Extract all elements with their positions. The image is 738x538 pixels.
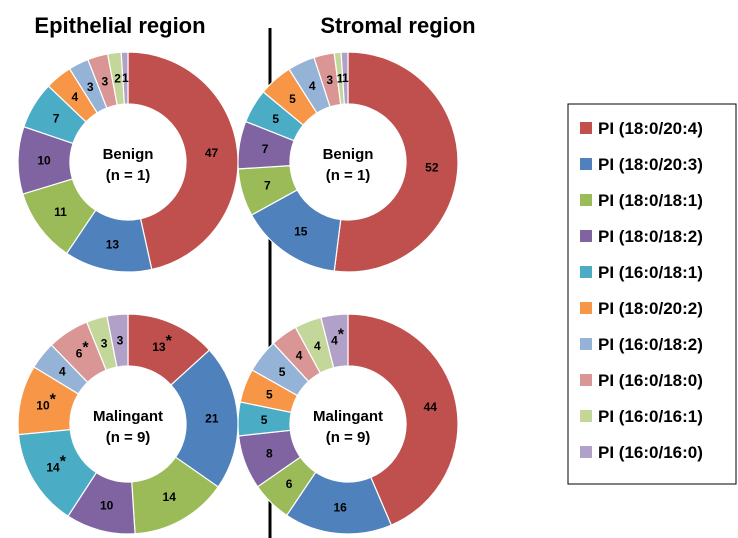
legend-label: PI (16:0/18:1) [598, 263, 703, 282]
slice-value-label: 6 [286, 477, 293, 491]
slice-pi-16-0-16-0 [106, 313, 129, 368]
donut-center-label: Benign [323, 146, 374, 163]
slice-value-label: 14 [163, 490, 177, 504]
slice-value-label: 1 [337, 71, 344, 85]
slice-value-label: 5 [261, 413, 268, 427]
donut-center-label: Malingant [313, 408, 383, 425]
legend-swatch [580, 122, 592, 134]
slice-value-label: 5 [272, 112, 279, 126]
slice-value-label: 4 [296, 349, 303, 363]
slice-pi-18-0-20-4 [347, 313, 459, 526]
slice-value-label: 16 [333, 501, 347, 515]
slice-value-label: 8 [266, 446, 273, 460]
slice-value-label: 13 [106, 238, 120, 252]
slice-value-label: 7 [53, 112, 60, 126]
slice-value-label: 3 [101, 74, 108, 88]
legend-label: PI (18:0/20:2) [598, 299, 703, 318]
slice-pi-18-0-20-4 [333, 51, 459, 273]
slice-value-label: 3 [87, 80, 94, 94]
slice-value-label: 15 [294, 224, 308, 238]
slice-value-label: 3 [326, 73, 333, 87]
slice-value-label: 11 [54, 205, 67, 219]
legend-label: PI (16:0/18:0) [598, 371, 703, 390]
slice-value-label: 3 [101, 336, 108, 350]
legend-box [567, 103, 737, 485]
slice-value-label: 10 [37, 154, 51, 168]
slice-pi-16-0-16-0 [120, 51, 129, 105]
legend-label: PI (18:0/18:1) [598, 191, 703, 210]
legend-label: PI (18:0/20:4) [598, 119, 703, 138]
slice-value-label: 44 [424, 400, 438, 414]
slice-value-label: 1 [122, 71, 129, 85]
legend-swatch [580, 410, 592, 422]
donut-sample-size: (n = 1) [326, 167, 371, 184]
slice-pi-16-0-16-0 [320, 313, 349, 369]
slice-value-label: 2 [114, 72, 121, 86]
slice-value-label: 52 [425, 160, 439, 174]
donut-sample-size: (n = 9) [326, 429, 371, 446]
slice-value-label: 21 [205, 412, 219, 426]
slice-value-label: 4 [314, 339, 321, 353]
legend-swatch [580, 230, 592, 242]
donut-center-label: Malingant [93, 408, 163, 425]
slice-value-label: 7 [264, 178, 271, 192]
legend-swatch [580, 302, 592, 314]
stromal-region-title: Stromal region [320, 13, 475, 38]
slice-value-label: 47 [205, 146, 219, 160]
slice-value-label: 4 [309, 79, 316, 93]
slice-pi-18-0-20-4 [127, 51, 239, 271]
legend-swatch [580, 374, 592, 386]
legend-swatch [580, 446, 592, 458]
slice-value-label: 3 [117, 333, 124, 347]
donut-sample-size: (n = 9) [106, 429, 151, 446]
legend-swatch [580, 338, 592, 350]
donut-sample-size: (n = 1) [106, 167, 151, 184]
legend-label: PI (16:0/18:2) [598, 335, 703, 354]
legend-label: PI (16:0/16:1) [598, 407, 703, 426]
slice-value-label: 5 [279, 365, 286, 379]
slice-value-label: 7 [262, 142, 269, 156]
slice-value-label: 10 [100, 498, 114, 512]
slice-pi-16-0-16-0 [340, 51, 349, 105]
slice-value-label: 1 [342, 71, 349, 85]
legend-swatch [580, 194, 592, 206]
legend: PI (18:0/20:4) PI (18:0/20:3) PI (18:0/18:… [567, 103, 737, 485]
legend-swatch [580, 158, 592, 170]
legend-label: PI (18:0/18:2) [598, 227, 703, 246]
legend-swatch [580, 266, 592, 278]
slice-value-label: 4 [59, 365, 66, 379]
legend-label: PI (16:0/16:0) [598, 443, 703, 462]
slice-value-label: 5 [266, 388, 273, 402]
slice-value-label: 4 [72, 90, 79, 104]
donut-center-label: Benign [103, 146, 154, 163]
legend-label: PI (18:0/20:3) [598, 155, 703, 174]
epithelial-region-title: Epithelial region [34, 13, 205, 38]
slice-value-label: 5 [289, 92, 296, 106]
